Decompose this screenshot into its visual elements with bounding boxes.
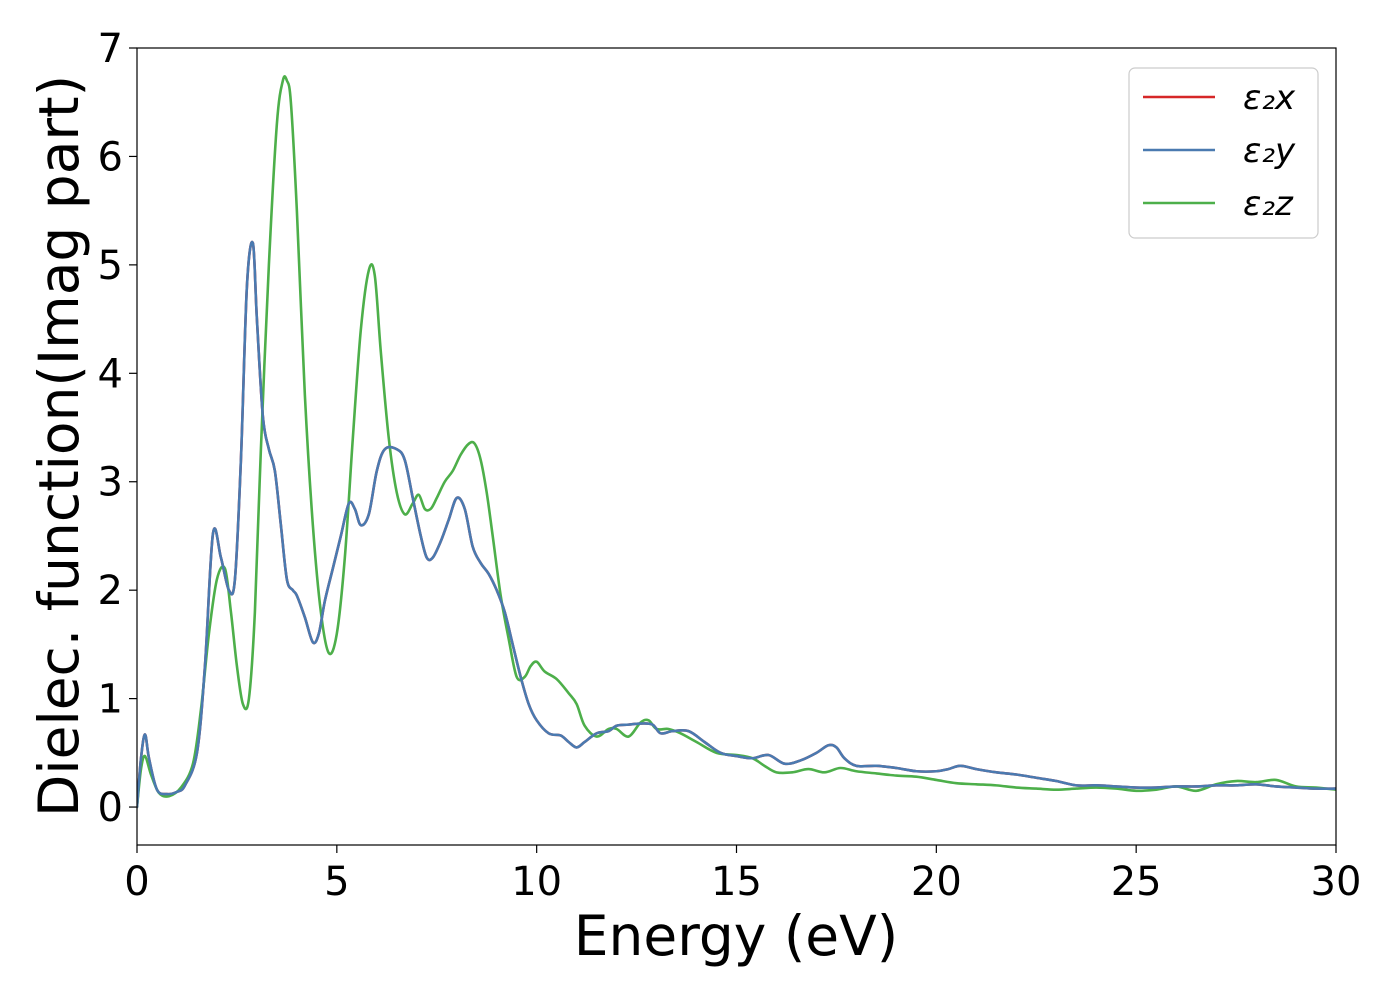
legend-label-z: ε₂z — [1243, 184, 1294, 224]
y-axis: 0 1 2 3 4 5 6 7 — [98, 26, 137, 831]
x-axis: 0 5 10 15 20 25 30 — [124, 845, 1361, 905]
x-tick-label: 20 — [911, 859, 962, 905]
y-tick-label: 1 — [98, 677, 123, 723]
legend-label-y: ε₂y — [1243, 131, 1296, 171]
y-tick-label: 7 — [98, 26, 123, 72]
x-tick-label: 10 — [511, 859, 562, 905]
y-tick-label: 2 — [98, 568, 123, 614]
x-tick-label: 30 — [1311, 859, 1362, 905]
y-tick-label: 3 — [98, 460, 123, 506]
y-tick-label: 5 — [98, 243, 123, 289]
x-tick-label: 0 — [124, 859, 149, 905]
series-layer — [137, 75, 1336, 809]
legend: ε₂x ε₂y ε₂z — [1128, 67, 1319, 239]
y-tick-label: 0 — [98, 785, 123, 831]
legend-box — [1128, 67, 1319, 239]
x-tick-label: 25 — [1111, 859, 1162, 905]
x-tick-label: 15 — [711, 859, 762, 905]
x-tick-label: 5 — [324, 859, 349, 905]
y-tick-label: 4 — [98, 351, 123, 397]
y-axis-label: Dielec. function(Imag part) — [27, 75, 91, 817]
series-line-y — [137, 240, 1336, 809]
legend-label-x: ε₂x — [1243, 78, 1296, 118]
y-tick-label: 6 — [98, 134, 123, 180]
x-axis-label: Energy (eV) — [574, 904, 898, 968]
